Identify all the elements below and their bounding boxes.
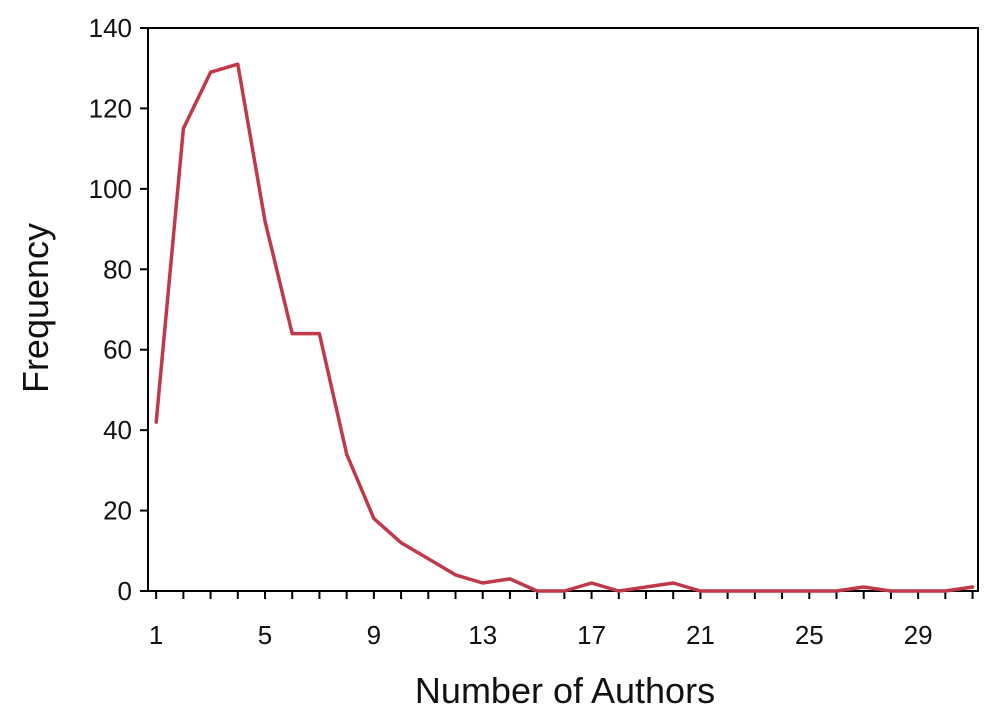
x-tick-label: 9 <box>367 620 381 650</box>
y-tick-label: 120 <box>89 93 132 123</box>
y-tick-label: 60 <box>103 335 132 365</box>
x-tick-label: 21 <box>686 620 715 650</box>
y-axis-label: Frequency <box>15 223 56 393</box>
x-tick-label: 25 <box>795 620 824 650</box>
x-tick-label: 29 <box>904 620 933 650</box>
x-tick-label: 5 <box>258 620 272 650</box>
x-axis-ticks: 1 5 9 13 17 21 25 29 <box>149 591 974 650</box>
y-tick-label: 0 <box>118 576 132 606</box>
plot-frame <box>147 27 979 592</box>
x-tick-label: 1 <box>149 620 163 650</box>
x-tick-label: 13 <box>468 620 497 650</box>
y-tick-label: 20 <box>103 496 132 526</box>
y-tick-label: 140 <box>89 13 132 43</box>
series-line <box>154 62 975 593</box>
y-tick-label: 80 <box>103 254 132 284</box>
y-tick-label: 100 <box>89 174 132 204</box>
y-tick-label: 40 <box>103 415 132 445</box>
y-axis-ticks: 0 20 40 60 80 100 120 140 <box>89 13 148 606</box>
x-tick-label: 17 <box>577 620 606 650</box>
x-axis-label: Number of Authors <box>415 670 715 711</box>
